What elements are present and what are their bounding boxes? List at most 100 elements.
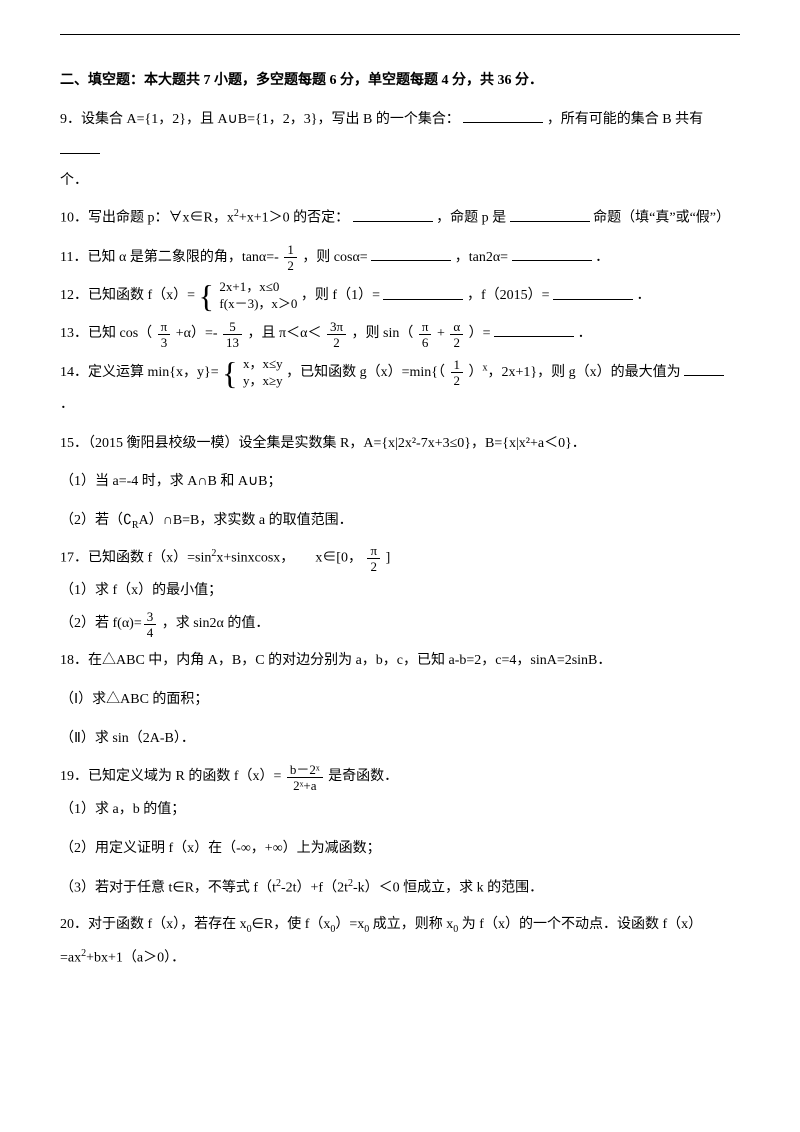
q19-l1-pre: 19．已知定义域为 R 的函数 f（x）= xyxy=(60,769,281,784)
q14-post: ． xyxy=(60,390,740,421)
q19-line4: （3）若对于任意 t∈R，不等式 f（t2-2t）+f（2t2-k）＜0 恒成立… xyxy=(60,873,740,904)
q17-l3-pre: （2）若 xyxy=(60,616,109,631)
q17-l1-pre: 17．已知函数 f（x）=sin xyxy=(60,551,211,566)
blank xyxy=(383,283,463,300)
q11-mid2: ，tan2α= xyxy=(455,250,508,265)
numerator: 5 xyxy=(223,320,242,335)
numerator: π xyxy=(367,544,380,559)
piecewise: 2x+1，x≤0 f(x－3)，x＞0 xyxy=(219,279,297,313)
q10-pre: 10．写出命题 p：∀x∈R，x xyxy=(60,211,234,226)
q12-mid1: ，则 f（1）= xyxy=(301,289,380,304)
sub: R xyxy=(132,520,139,531)
q19-l4-post: -k）＜0 恒成立，求 k 的范围． xyxy=(353,880,543,895)
q11-post: ． xyxy=(595,250,609,265)
q17-l1-mid: x+sinxcosx， xyxy=(216,551,294,566)
q20-mid1: ∈R，使 f（x xyxy=(252,917,331,932)
fraction: 5 13 xyxy=(223,320,242,349)
header-rule xyxy=(60,34,740,35)
brace-icon: { xyxy=(222,359,237,388)
numerator: 1 xyxy=(451,358,464,373)
blank xyxy=(510,205,590,222)
q14-mid2: ） xyxy=(469,365,483,380)
question-17: 17．已知函数 f（x）=sin2x+sinxcosx， x∈[0， π 2 ]… xyxy=(60,543,740,640)
q14-mid3: ，2x+1}，则 g（x）的最大值为 xyxy=(488,365,681,380)
q17-line1: 17．已知函数 f（x）=sin2x+sinxcosx， x∈[0， π 2 ] xyxy=(60,543,740,574)
fraction: α 2 xyxy=(450,320,463,349)
question-12: 12．已知函数 f（x）= { 2x+1，x≤0 f(x－3)，x＞0 ，则 f… xyxy=(60,279,740,313)
q15-line1: 15．（2015 衡阳县校级一模）设全集是实数集 R，A={x|2x²-7x+3… xyxy=(60,429,740,460)
q20-l2-post: +bx+1（a＞0）． xyxy=(86,951,185,966)
q10-post: 命题（填“真”或“假”） xyxy=(593,211,730,226)
q10-mid2: ，命题 p 是 xyxy=(436,211,506,226)
section-title: 二、填空题：本大题共 7 小题，多空题每题 6 分，单空题每题 4 分，共 36… xyxy=(60,66,740,97)
q15-line2: （1）当 a=-4 时，求 A∩B 和 A∪B； xyxy=(60,467,740,498)
q20-l1-pre: 20．对于函数 f（x），若存在 x xyxy=(60,917,247,932)
q13-post: ． xyxy=(578,326,592,341)
q20-mid2: ）=x xyxy=(335,917,364,932)
q12-post: ． xyxy=(637,289,651,304)
fraction: b－2ˣ 2ˣ+a xyxy=(287,763,323,792)
q19-line2: （1）求 a，b 的值； xyxy=(60,795,740,826)
denominator: 3 xyxy=(158,335,171,349)
fraction: π 3 xyxy=(158,320,171,349)
numerator: 3 xyxy=(144,610,157,625)
q15-l3-pre: （2）若（∁ xyxy=(60,513,132,528)
q18-line3: （Ⅱ）求 sin（2A-B）． xyxy=(60,724,740,755)
blank xyxy=(512,244,592,261)
fraction: 1 2 xyxy=(451,358,464,387)
question-11: 11．已知 α 是第二象限的角，tanα=- 1 2 ，则 cosα= ，tan… xyxy=(60,243,740,274)
denominator: 4 xyxy=(144,625,157,639)
fraction: 3 4 xyxy=(144,610,157,639)
question-10: 10．写出命题 p：∀x∈R，x2+x+1＞0 的否定： ，命题 p 是 命题（… xyxy=(60,203,740,234)
denominator: 2 xyxy=(284,258,297,272)
q19-line3: （2）用定义证明 f（x）在（-∞，+∞）上为减函数； xyxy=(60,834,740,865)
q20-line1: 20．对于函数 f（x），若存在 x0∈R，使 f（x0）=x0 成立，则称 x… xyxy=(60,910,740,941)
q9-post: 个． xyxy=(60,166,740,197)
blank xyxy=(353,205,433,222)
q19-line1: 19．已知定义域为 R 的函数 f（x）= b－2ˣ 2ˣ+a 是奇函数． xyxy=(60,762,740,793)
q17-expr-pre: f(α)= xyxy=(113,616,142,631)
denominator: 6 xyxy=(419,335,432,349)
q18-line2: （Ⅰ）求△ABC 的面积； xyxy=(60,685,740,716)
q13-mid4: ）= xyxy=(469,326,491,341)
question-9: 9．设集合 A={1，2}，且 A∪B={1，2，3}，写出 B 的一个集合： … xyxy=(60,105,740,197)
q20-mid3: 成立，则称 x xyxy=(369,917,453,932)
blank xyxy=(371,244,451,261)
brace-icon: { xyxy=(199,282,214,311)
q19-l4-pre: （3）若对于任意 t∈R，不等式 f（t xyxy=(60,880,276,895)
fraction: π 6 xyxy=(419,320,432,349)
numerator: 3π xyxy=(327,320,346,335)
numerator: π xyxy=(419,320,432,335)
numerator: 1 xyxy=(284,243,297,258)
q13-mid3: ，则 sin（ xyxy=(352,326,414,341)
q11-pre: 11．已知 α 是第二象限的角，tanα=- xyxy=(60,250,279,265)
denominator: 2 xyxy=(451,373,464,387)
denominator: 2 xyxy=(450,335,463,349)
q10-mid1: +x+1＞0 的否定： xyxy=(239,211,349,226)
piecewise: x，x≤y y，x≥y xyxy=(243,356,283,390)
fraction: π 2 xyxy=(367,544,380,573)
numerator: b－2ˣ xyxy=(287,763,323,778)
denominator: 13 xyxy=(223,335,242,349)
q12-pre: 12．已知函数 f（x）= xyxy=(60,289,195,304)
q13-mid2: ，且 π＜α＜ xyxy=(248,326,322,341)
q19-l4-mid: -2t）+f（2t xyxy=(281,880,348,895)
q9-mid: ，所有可能的集合 B 共有 xyxy=(547,112,703,127)
q20-line2: =ax2+bx+1（a＞0）． xyxy=(60,943,740,974)
blank xyxy=(60,137,100,154)
q17-domain-post: ] xyxy=(386,551,391,566)
q13-mid1: +α）=- xyxy=(176,326,218,341)
question-20: 20．对于函数 f（x），若存在 x0∈R，使 f（x0）=x0 成立，则称 x… xyxy=(60,910,740,974)
blank xyxy=(553,283,633,300)
blank xyxy=(684,359,724,376)
denominator: 2 xyxy=(367,559,380,573)
denominator: 2 xyxy=(327,335,346,349)
question-14: 14．定义运算 min{x，y}= { x，x≤y y，x≥y ，已知函数 g（… xyxy=(60,356,740,421)
case-row: 2x+1，x≤0 xyxy=(219,279,297,296)
question-19: 19．已知定义域为 R 的函数 f（x）= b－2ˣ 2ˣ+a 是奇函数． （1… xyxy=(60,762,740,904)
q9-pre: 9．设集合 A={1，2}，且 A∪B={1，2，3}，写出 B 的一个集合： xyxy=(60,112,460,127)
q15-line3: （2）若（∁RA）∩B=B，求实数 a 的取值范围． xyxy=(60,506,740,537)
question-18: 18．在△ABC 中，内角 A，B，C 的对边分别为 a，b，c，已知 a-b=… xyxy=(60,646,740,754)
blank xyxy=(494,320,574,337)
case-row: x，x≤y xyxy=(243,356,283,373)
